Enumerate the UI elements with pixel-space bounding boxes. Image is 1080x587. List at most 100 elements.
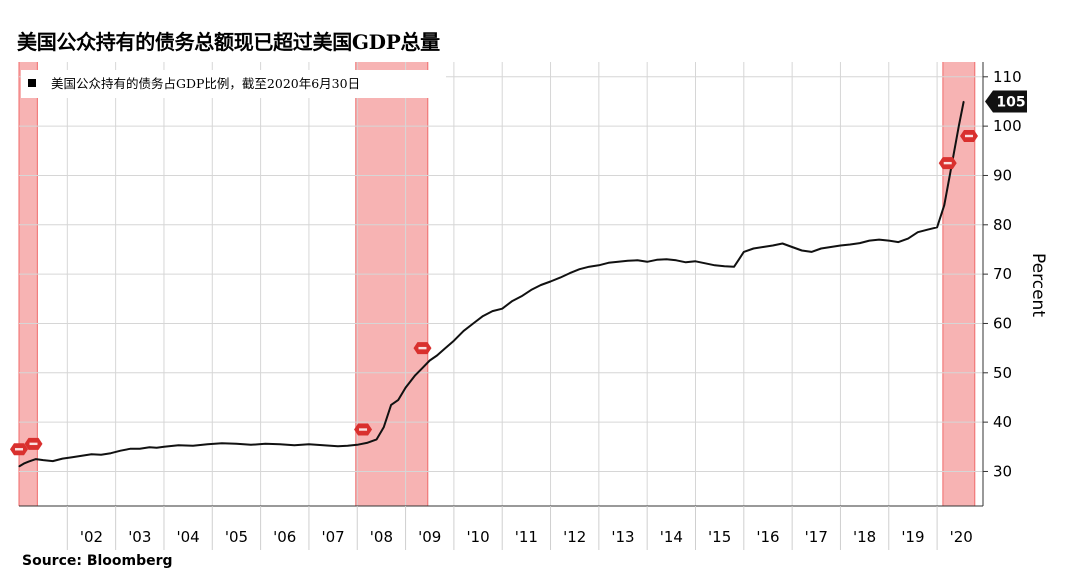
data-point	[839, 244, 842, 247]
data-point	[675, 259, 677, 261]
data-point	[694, 260, 697, 262]
data-point	[356, 444, 358, 446]
data-point	[81, 455, 83, 457]
recession-band-1	[355, 62, 428, 506]
x-tick-label: '02	[80, 528, 103, 546]
data-point	[436, 354, 438, 357]
y-tick-label: 80	[993, 216, 1012, 234]
grid-lines	[19, 62, 983, 506]
data-point	[685, 261, 687, 263]
data-point	[462, 330, 465, 332]
x-tick-label: '09	[418, 528, 441, 546]
data-point	[917, 231, 919, 233]
data-point	[443, 348, 445, 350]
data-point	[308, 443, 310, 445]
recession-marker-label	[29, 442, 38, 446]
data-point	[501, 308, 503, 310]
data-point	[849, 243, 851, 246]
data-point	[540, 284, 542, 286]
data-point	[110, 452, 112, 454]
data-point	[588, 266, 590, 268]
data-point	[250, 444, 252, 446]
data-point	[337, 445, 339, 447]
x-tick-label: '13	[611, 528, 634, 546]
data-point	[627, 260, 629, 262]
x-tick-label: '15	[708, 528, 731, 546]
data-point	[453, 340, 455, 342]
legend: 美国公众持有的债务占GDP比例，截至2020年6月30日	[21, 70, 446, 98]
data-point	[42, 459, 44, 461]
legend-box	[21, 70, 446, 98]
series-layer	[18, 100, 965, 468]
data-point	[90, 453, 93, 455]
recession-marker-label	[418, 346, 427, 350]
data-point	[383, 426, 385, 428]
data-point	[163, 446, 165, 448]
y-tick-label: 40	[993, 413, 1012, 431]
callout-layer: 105	[985, 90, 1027, 113]
recession-marker-label	[943, 161, 952, 165]
data-point	[156, 447, 158, 449]
data-point	[530, 289, 532, 291]
data-point	[878, 239, 880, 241]
data-point	[723, 265, 726, 267]
data-point	[129, 448, 131, 450]
axes	[19, 62, 988, 550]
data-point	[18, 465, 20, 468]
data-point	[520, 295, 523, 297]
data-point	[704, 262, 706, 264]
data-point	[714, 264, 716, 266]
data-point	[192, 445, 194, 447]
x-tick-label: '10	[466, 528, 489, 546]
data-point	[100, 454, 102, 456]
data-point	[491, 310, 494, 312]
data-point	[926, 229, 929, 231]
data-point	[607, 262, 610, 264]
recession-markers	[10, 130, 978, 456]
last-value-callout	[985, 90, 1027, 113]
data-point	[511, 300, 513, 302]
x-tick-label: '18	[853, 528, 876, 546]
data-point	[346, 445, 349, 447]
data-point	[23, 462, 25, 465]
y-tick-label: 100	[993, 117, 1022, 135]
data-point	[958, 125, 960, 127]
x-tick-label: '17	[805, 528, 828, 546]
data-point	[559, 276, 561, 279]
data-point	[963, 100, 965, 103]
chart-title: 美国公众持有的债务总额现已超过美国GDP总量	[17, 30, 440, 54]
data-point	[397, 399, 399, 401]
data-point	[429, 359, 431, 362]
y-tick-label: 60	[993, 314, 1012, 332]
y-tick-label: 90	[993, 166, 1012, 184]
data-point	[221, 442, 223, 444]
data-point	[897, 241, 900, 243]
recession-bands	[18, 62, 976, 506]
x-tick-label: '07	[321, 528, 344, 546]
data-point	[390, 404, 392, 406]
source-note: Source: Bloomberg	[22, 553, 173, 569]
data-point	[665, 258, 668, 260]
data-point	[375, 438, 378, 440]
data-point	[762, 246, 764, 248]
data-point	[943, 204, 945, 206]
data-point	[71, 456, 73, 458]
data-point	[264, 443, 267, 445]
y-axis-label: Percent	[1028, 253, 1048, 317]
recession-marker-label	[15, 448, 23, 451]
recession-marker-label	[964, 134, 973, 138]
x-tick-label: '11	[515, 528, 538, 546]
data-point	[404, 387, 407, 389]
data-point	[738, 258, 740, 260]
last-value-label: 105	[996, 94, 1025, 110]
data-point	[868, 239, 871, 242]
data-point	[656, 259, 658, 261]
data-point	[578, 268, 581, 270]
data-point	[936, 226, 938, 228]
data-point	[549, 280, 552, 283]
data-point	[482, 315, 484, 317]
y-tick-label: 70	[993, 265, 1012, 283]
x-tick-label: '05	[225, 528, 248, 546]
data-point	[569, 272, 571, 274]
